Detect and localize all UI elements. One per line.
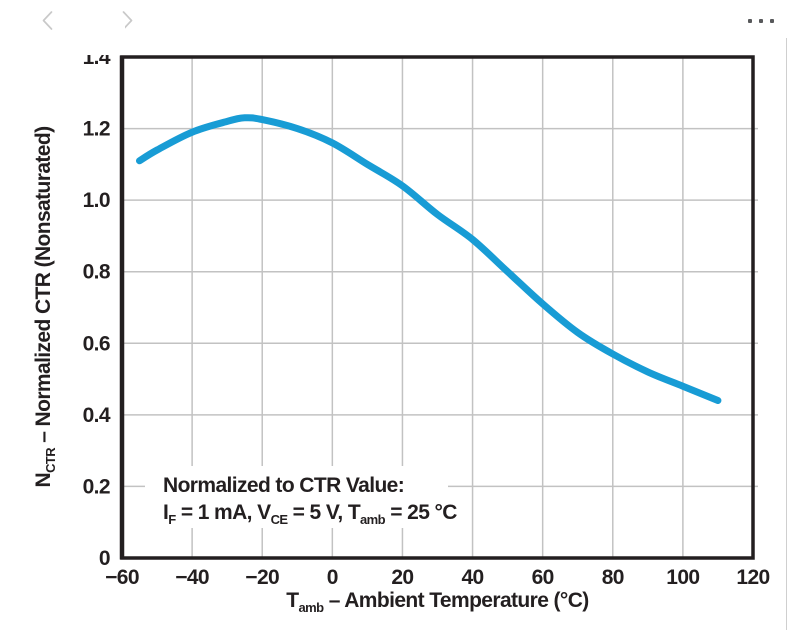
y-tick-label: 1.0 xyxy=(83,189,110,212)
x-axis-title: Tamb – Ambient Temperature (°C) xyxy=(286,589,588,615)
scrollbar[interactable] xyxy=(786,38,787,630)
annotation-line2: IF = 1 mA, VCE = 5 V, Tamb = 25 °C xyxy=(163,501,457,527)
x-tick-label: 80 xyxy=(602,566,624,589)
ellipsis-icon xyxy=(759,19,763,23)
y-tick-label: 1.2 xyxy=(83,118,110,141)
ellipsis-icon xyxy=(748,19,752,23)
x-tick-label: 60 xyxy=(532,566,554,589)
x-tick-label: −20 xyxy=(245,566,279,589)
x-tick-label: 20 xyxy=(391,566,413,589)
chevron-right-icon xyxy=(122,10,132,30)
y-axis-title: NCTR – Normalized CTR (Nonsaturated) xyxy=(32,126,58,487)
y-tick-label: 0.6 xyxy=(83,332,110,355)
data-series-curve xyxy=(136,114,722,404)
x-tick-label: −60 xyxy=(105,566,139,589)
more-options-button[interactable] xyxy=(745,15,777,27)
top-clip xyxy=(70,26,125,55)
ellipsis-icon xyxy=(770,19,774,23)
x-tick-label: 40 xyxy=(461,566,483,589)
x-tick-label: −40 xyxy=(175,566,209,589)
x-tick-label: 120 xyxy=(736,566,769,589)
y-tick-label: 0 xyxy=(99,547,110,570)
chevron-left-icon xyxy=(42,10,52,30)
annotation-backdrop xyxy=(145,466,448,528)
x-tick-label: 0 xyxy=(327,566,338,589)
annotation-line1: Normalized to CTR Value: xyxy=(163,474,404,497)
back-button[interactable] xyxy=(34,8,60,32)
y-tick-label: 0.4 xyxy=(83,404,111,427)
x-tick-label: 100 xyxy=(666,566,699,589)
y-tick-label: 0.2 xyxy=(83,475,110,498)
y-tick-label: 0.8 xyxy=(83,261,111,284)
forward-button[interactable] xyxy=(114,8,140,32)
